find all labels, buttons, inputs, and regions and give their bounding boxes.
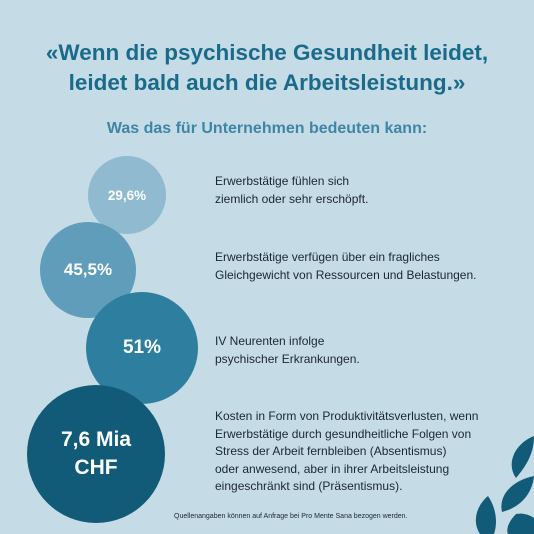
headline-line-1: «Wenn die psychische Gesundheit leidet, (45, 40, 489, 65)
stat-circle-exhausted: 29,6% (88, 156, 166, 234)
stat-description-exhausted: Erwerbstätige fühlen sich ziemlich oder … (215, 174, 369, 206)
stat-value-iv-pensions: 51% (122, 337, 162, 358)
stat-circle-balance: 45,5% (40, 222, 136, 318)
source-note: Quellenangaben können auf Anfrage bei Pr… (174, 513, 408, 520)
stat-circle-costs: 7,6 Mia CHF (27, 385, 165, 523)
subtitle: Was das für Unternehmen bedeuten kann: (106, 120, 428, 137)
stat-description-balance: Erwerbstätige verfügen über ein fraglich… (215, 250, 477, 282)
stat-description-costs: Kosten in Form von Produktivitätsverlust… (215, 409, 479, 493)
headline-line-2: leidet bald auch die Arbeitsleistung.» (68, 70, 466, 95)
stat-description-iv-pensions: IV Neurenten infolge psychischer Erkrank… (215, 334, 360, 366)
stat-value-costs: 7,6 Mia CHF (60, 428, 132, 479)
headline-quote: «Wenn die psychische Gesundheit leidet, … (0, 38, 534, 98)
stat-value-balance: 45,5% (63, 260, 113, 279)
stat-value-exhausted: 29,6% (107, 187, 147, 203)
leaf-petals-decoration-icon (475, 436, 534, 534)
